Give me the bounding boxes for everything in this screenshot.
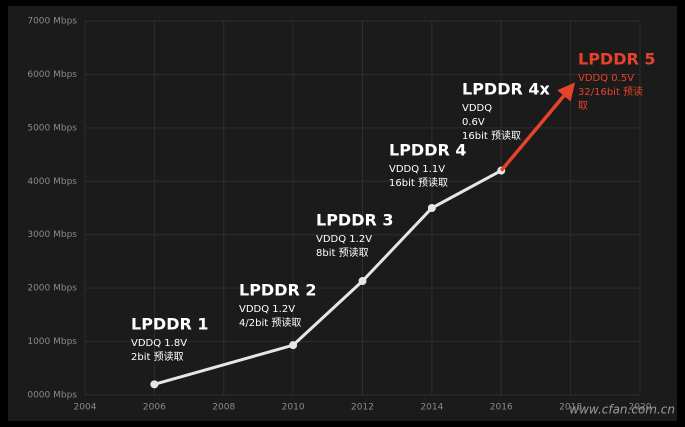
background — [8, 6, 677, 421]
x-tick-label: 2020 — [629, 403, 652, 413]
point — [289, 341, 298, 350]
annotation-text: 16bit 预读取 — [389, 176, 448, 189]
annotation-title: LPDDR 4x — [462, 80, 551, 99]
x-tick-label: 2004 — [74, 403, 97, 413]
annotation-text: 16bit 预读取 — [462, 129, 521, 142]
annotation-text: VDDQ 1.1V — [389, 164, 445, 175]
x-tick-label: 2016 — [490, 403, 513, 413]
y-tick-label: 2000 Mbps — [27, 284, 77, 294]
arrow — [499, 82, 576, 172]
x-tick-label: 2018 — [559, 403, 582, 413]
annotation-title: LPDDR 1 — [131, 315, 209, 334]
annotation-text: VDDQ 1.8V — [131, 338, 187, 349]
annotation-text: 32/16bit 预读 — [578, 85, 643, 98]
y-tick-label: 1000 Mbps — [27, 337, 77, 347]
x-tick-label: 2012 — [351, 403, 374, 413]
annotation-title: LPDDR 3 — [316, 211, 394, 230]
x-tick-label: 2014 — [420, 403, 443, 413]
watermark: www.cfan.com.cn — [569, 403, 675, 417]
annotation-title: LPDDR 2 — [239, 281, 317, 300]
annotation-text: 0.6V — [462, 117, 485, 128]
y-tick-label: 6000 Mbps — [27, 70, 77, 80]
point — [150, 380, 159, 389]
annotation-text: 取 — [578, 100, 588, 112]
annotation-text: 8bit 预读取 — [316, 246, 369, 259]
annotation-text: 2bit 预读取 — [131, 350, 184, 363]
annotation-title: LPDDR 4 — [389, 141, 467, 160]
x-tick-label: 2008 — [212, 403, 235, 413]
y-tick-label: 5000 Mbps — [27, 123, 77, 133]
annotation-text: VDDQ 1.2V — [316, 234, 372, 245]
annotation-text: VDDQ — [462, 103, 492, 114]
annotation-text: VDDQ 0.5V — [578, 73, 634, 84]
annotation-text: 4/2bit 预读取 — [239, 316, 301, 329]
y-tick-label: 0000 Mbps — [27, 391, 77, 401]
x-tick-label: 2010 — [282, 403, 305, 413]
annotation-title: LPDDR 5 — [578, 50, 656, 69]
y-tick-label: 4000 Mbps — [27, 177, 77, 187]
point — [358, 277, 367, 286]
y-tick-label: 3000 Mbps — [27, 230, 77, 240]
y-tick-label: 7000 Mbps — [27, 17, 77, 27]
point — [427, 204, 436, 212]
annotation-text: VDDQ 1.2V — [239, 304, 295, 315]
x-tick-label: 2006 — [143, 403, 166, 413]
